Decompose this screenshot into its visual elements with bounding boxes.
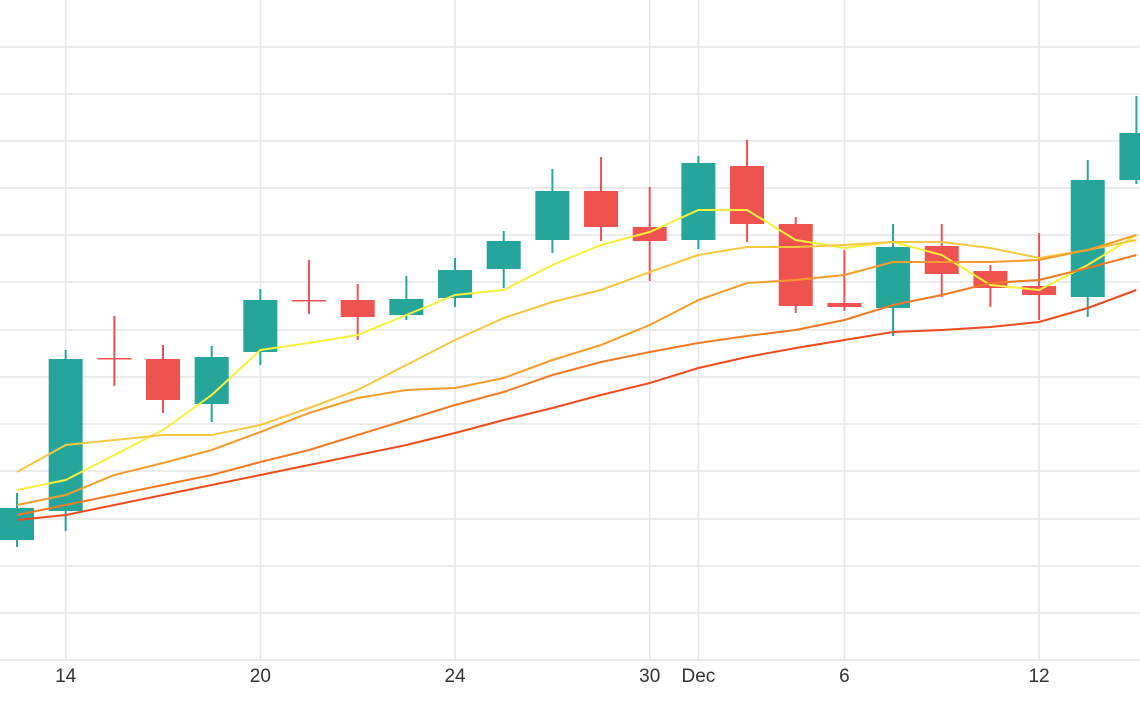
x-tick-label: 30 xyxy=(639,666,660,687)
candle-body xyxy=(48,359,83,511)
candle-body xyxy=(778,224,813,306)
candle-body xyxy=(1119,133,1140,180)
candle-body xyxy=(340,300,375,317)
moving-average-line xyxy=(16,289,1137,521)
candle-body xyxy=(243,300,278,352)
moving-average-line xyxy=(16,239,1137,473)
x-tick-label: Dec xyxy=(681,666,715,687)
candle-body xyxy=(730,166,765,224)
candle-body xyxy=(876,247,911,308)
x-tick-label: 14 xyxy=(55,666,77,687)
candle-body xyxy=(584,191,619,227)
x-tick-label: 6 xyxy=(839,666,850,687)
candle-body xyxy=(535,191,570,240)
candle-body xyxy=(973,271,1008,288)
candle-body xyxy=(97,358,132,360)
candle-body xyxy=(924,246,959,274)
candle-body xyxy=(1070,180,1105,297)
candle-body xyxy=(681,163,716,240)
moving-average-line xyxy=(16,254,1137,516)
x-tick-label: 24 xyxy=(444,666,466,687)
moving-average-line xyxy=(16,209,1137,491)
candle-body xyxy=(194,357,229,404)
candle-body xyxy=(486,241,521,269)
candle-body xyxy=(632,227,667,241)
candle-body xyxy=(146,359,181,400)
x-tick-label: 12 xyxy=(1028,666,1049,687)
candle-body xyxy=(389,299,424,315)
x-tick-label: 20 xyxy=(250,666,271,687)
candle-body xyxy=(827,303,862,307)
moving-average-line xyxy=(16,234,1137,506)
candle-body xyxy=(292,300,327,302)
